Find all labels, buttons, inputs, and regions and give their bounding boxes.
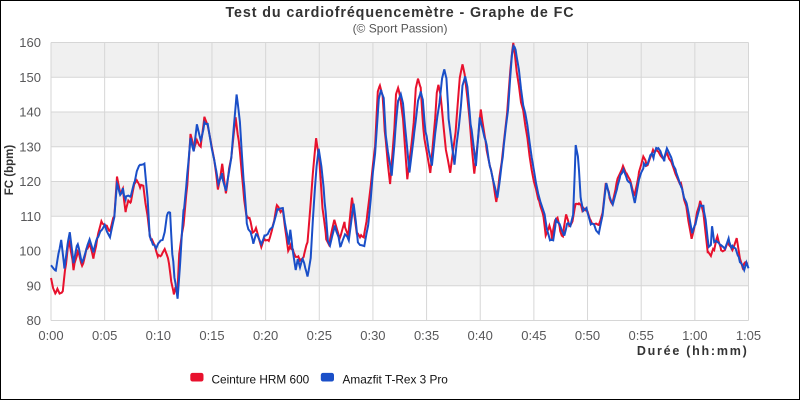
svg-text:0:45: 0:45 bbox=[521, 328, 546, 343]
svg-text:0:00: 0:00 bbox=[38, 328, 63, 343]
svg-text:1:00: 1:00 bbox=[682, 328, 707, 343]
svg-text:FC (bpm): FC (bpm) bbox=[4, 145, 16, 196]
svg-text:80: 80 bbox=[27, 313, 41, 328]
svg-text:0:50: 0:50 bbox=[575, 328, 600, 343]
svg-text:Test du cardiofréquencemètre -: Test du cardiofréquencemètre - Graphe de… bbox=[225, 5, 574, 21]
svg-text:0:25: 0:25 bbox=[307, 328, 332, 343]
svg-text:0:10: 0:10 bbox=[146, 328, 171, 343]
svg-text:120: 120 bbox=[19, 174, 41, 189]
svg-text:0:05: 0:05 bbox=[92, 328, 117, 343]
svg-text:Ceinture HRM 600: Ceinture HRM 600 bbox=[212, 373, 310, 387]
svg-text:(© Sport Passion): (© Sport Passion) bbox=[353, 22, 448, 36]
svg-text:0:15: 0:15 bbox=[199, 328, 224, 343]
svg-text:90: 90 bbox=[27, 278, 41, 293]
svg-text:0:55: 0:55 bbox=[629, 328, 654, 343]
svg-text:130: 130 bbox=[19, 139, 41, 154]
svg-text:150: 150 bbox=[19, 70, 41, 85]
svg-text:Amazfit T-Rex 3 Pro: Amazfit T-Rex 3 Pro bbox=[343, 373, 449, 387]
svg-text:Durée (hh:mm): Durée (hh:mm) bbox=[637, 344, 749, 358]
svg-text:0:30: 0:30 bbox=[360, 328, 385, 343]
svg-text:160: 160 bbox=[19, 35, 41, 50]
svg-text:110: 110 bbox=[20, 209, 41, 224]
svg-text:0:40: 0:40 bbox=[468, 328, 493, 343]
svg-text:0:20: 0:20 bbox=[253, 328, 278, 343]
svg-text:1:05: 1:05 bbox=[736, 328, 761, 343]
svg-text:140: 140 bbox=[19, 105, 41, 120]
svg-text:0:35: 0:35 bbox=[414, 328, 439, 343]
svg-text:100: 100 bbox=[19, 244, 41, 259]
